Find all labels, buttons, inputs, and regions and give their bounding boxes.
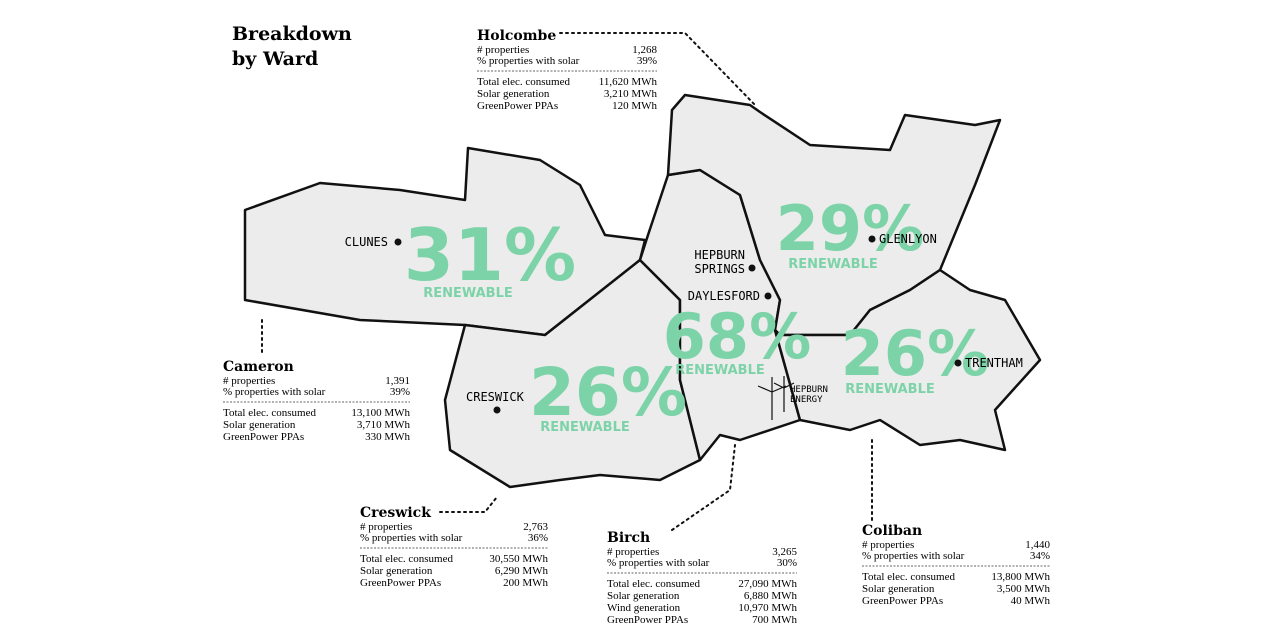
energy-value: 700 MWh xyxy=(752,614,797,626)
town-label: SPRINGS xyxy=(694,262,745,276)
percent-label: RENEWABLE xyxy=(675,363,765,378)
energy-label: Total elec. consumed xyxy=(360,553,454,565)
title-line: Breakdown xyxy=(232,23,352,45)
stat-label: % properties with solar xyxy=(477,55,580,67)
stat-value: 36% xyxy=(528,532,548,544)
town-label: TRENTHAM xyxy=(965,356,1023,370)
energy-label: Total elec. consumed xyxy=(862,571,956,583)
stat-label: % properties with solar xyxy=(223,386,326,398)
ward-name: Holcombe xyxy=(477,28,556,44)
energy-value: 40 MWh xyxy=(1011,595,1051,607)
town-dot xyxy=(748,264,756,272)
stat-label: % properties with solar xyxy=(862,550,965,562)
energy-label: Total elec. consumed xyxy=(223,407,317,419)
town-label: ENERGY xyxy=(790,395,823,405)
stat-label: # properties xyxy=(223,375,275,387)
energy-value: 11,620 MWh xyxy=(599,76,658,88)
region-coliban xyxy=(773,268,1042,452)
energy-value: 13,800 MWh xyxy=(991,571,1050,583)
wind-turbines xyxy=(757,376,795,420)
town-dot xyxy=(868,235,876,243)
stat-value: 1,391 xyxy=(385,375,410,387)
region-holcombe xyxy=(666,93,1002,337)
stat-label: % properties with solar xyxy=(607,557,710,569)
ward-name: Cameron xyxy=(223,359,294,375)
stat-value: 1,440 xyxy=(1025,539,1050,551)
ward-name: Creswick xyxy=(360,505,431,521)
energy-label: GreenPower PPAs xyxy=(477,100,558,112)
energy-value: 13,100 MWh xyxy=(351,407,410,419)
ward-name: Coliban xyxy=(862,523,922,539)
leader-holcombe xyxy=(559,32,756,106)
stat-label: % properties with solar xyxy=(360,532,463,544)
stat-label: # properties xyxy=(862,539,914,551)
energy-value: 3,500 MWh xyxy=(997,583,1051,595)
percent-label: RENEWABLE xyxy=(788,257,878,272)
stat-value: 34% xyxy=(1030,550,1050,562)
energy-value: 6,290 MWh xyxy=(495,565,549,577)
energy-value: 120 MWh xyxy=(612,100,657,112)
energy-label: Solar generation xyxy=(223,419,296,431)
energy-value: 30,550 MWh xyxy=(489,553,548,565)
map xyxy=(243,93,1042,489)
town-dot xyxy=(954,359,962,367)
energy-value: 330 MWh xyxy=(365,431,410,443)
stat-value: 39% xyxy=(390,386,410,398)
percent-label: RENEWABLE xyxy=(540,420,630,435)
stat-value: 2,763 xyxy=(523,521,548,533)
town-label: DAYLESFORD xyxy=(688,289,760,303)
energy-label: GreenPower PPAs xyxy=(360,577,441,589)
percent: 29% xyxy=(776,192,924,265)
town-dot xyxy=(764,292,772,300)
energy-label: GreenPower PPAs xyxy=(862,595,943,607)
energy-label: Solar generation xyxy=(360,565,433,577)
ward-name: Birch xyxy=(607,530,650,546)
percent: 31% xyxy=(404,213,576,297)
energy-label: GreenPower PPAs xyxy=(223,431,304,443)
stat-value: 3,265 xyxy=(772,546,797,558)
stat-value: 1,268 xyxy=(632,44,657,56)
stat-label: # properties xyxy=(360,521,412,533)
percent: 68% xyxy=(663,300,811,373)
energy-value: 6,880 MWh xyxy=(744,590,798,602)
stat-value: 39% xyxy=(637,55,657,67)
stat-value: 30% xyxy=(777,557,797,569)
town-label: CRESWICK xyxy=(466,390,525,404)
stat-label: # properties xyxy=(477,44,529,56)
energy-value: 200 MWh xyxy=(503,577,548,589)
leaders xyxy=(261,32,873,531)
town-label: CLUNES xyxy=(345,235,388,249)
stat-label: # properties xyxy=(607,546,659,558)
energy-label: Solar generation xyxy=(607,590,680,602)
region-cameron xyxy=(243,146,647,337)
percent: 26% xyxy=(529,354,687,431)
percent-label: RENEWABLE xyxy=(845,382,935,397)
title-line: by Ward xyxy=(232,48,318,70)
leader-birch xyxy=(671,444,736,531)
energy-value: 10,970 MWh xyxy=(738,602,797,614)
town-label: GLENLYON xyxy=(879,232,937,246)
town-label: HEPBURN xyxy=(694,248,745,262)
energy-label: Solar generation xyxy=(477,88,550,100)
percent: 26% xyxy=(841,317,989,390)
town-dot xyxy=(493,406,501,414)
energy-label: Total elec. consumed xyxy=(477,76,571,88)
percent-label: RENEWABLE xyxy=(423,286,513,301)
energy-value: 3,210 MWh xyxy=(604,88,658,100)
energy-label: Solar generation xyxy=(862,583,935,595)
leader-creswick xyxy=(439,496,498,513)
town-label: HEPBURN xyxy=(790,385,828,395)
energy-value: 27,090 MWh xyxy=(738,578,797,590)
town-dot xyxy=(394,238,402,246)
energy-label: Total elec. consumed xyxy=(607,578,701,590)
energy-label: Wind generation xyxy=(607,602,681,614)
energy-label: GreenPower PPAs xyxy=(607,614,688,626)
energy-value: 3,710 MWh xyxy=(357,419,411,431)
